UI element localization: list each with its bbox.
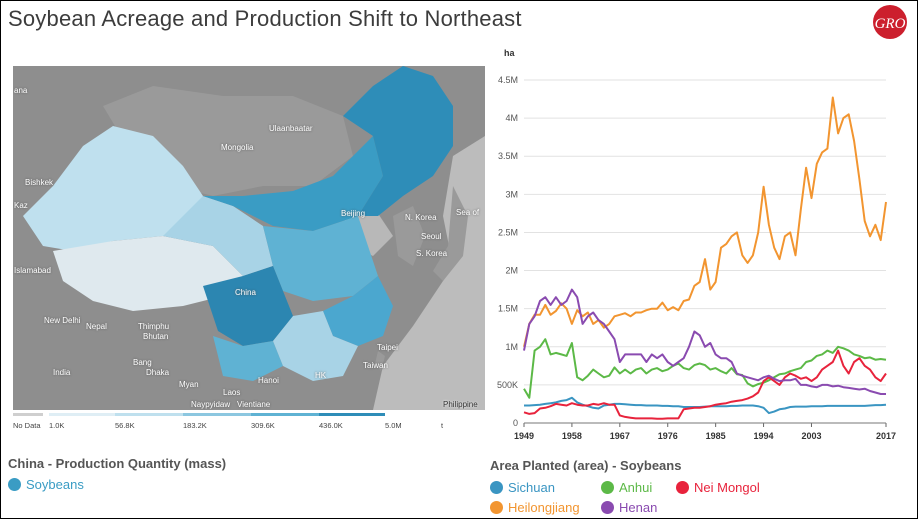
y-axis-unit-label: ha [504,48,515,58]
scale-swatch [183,413,251,416]
scale-tick-label: 56.8K [115,421,135,430]
y-tick-label: 2.5M [498,227,518,237]
map-label: Hanoi [258,376,279,385]
chart-legend-item-nei-mongol[interactable]: Nei Mongol [676,480,760,495]
map-label: India [53,368,71,377]
scale-tick-label: 309.6K [251,421,275,430]
chart-caption: Area Planted (area) - Soybeans [490,458,682,473]
series-line-heilongjiang [523,96,887,348]
y-tick-label: 0 [513,418,518,428]
map-label: Taiwan [363,361,388,370]
y-tick-label: 4M [505,113,518,123]
scale-tick-label: 5.0M [385,421,402,430]
map-label: Naypyidaw [191,400,231,409]
scale-no-data-swatch [13,413,43,416]
x-tick-label: 1967 [610,431,630,441]
y-tick-label: 3M [505,189,518,199]
map-label: S. Korea [416,249,448,258]
map-label: N. Korea [405,213,437,222]
map-label: Seoul [421,232,442,241]
scale-swatch [251,413,319,416]
map-label: Vientiane [237,400,271,409]
map-legend-item-soybeans[interactable]: Soybeans [8,477,84,492]
legend-label: Heilongjiang [508,500,580,515]
y-tick-label: 4.5M [498,75,518,85]
map-label: Islamabad [14,266,51,275]
map-label: Laos [223,388,241,397]
scale-unit-label: t [441,421,444,430]
legend-label: Soybeans [26,477,84,492]
page-title: Soybean Acreage and Production Shift to … [8,6,522,31]
map-label: Mongolia [221,143,254,152]
map-label: Taipei [377,343,398,352]
brand-logo: GRO [873,5,907,39]
legend-dot [601,501,614,514]
y-tick-label: 1M [505,342,518,352]
map-label: Thimphu [138,322,170,331]
map-label: Kaz [14,201,28,210]
legend-label: Sichuan [508,480,555,495]
map-label: ana [14,86,28,95]
map-label: New Delhi [44,316,81,325]
series-line-nei-mongol [523,349,887,420]
map-label: Dhaka [146,368,170,377]
map-label: Nepal [86,322,107,331]
svg-text:GRO: GRO [875,16,906,32]
x-tick-label: 2003 [801,431,821,441]
map-label: Bishkek [25,178,54,187]
x-tick-label: 1949 [514,431,534,441]
chart-legend-item-henan[interactable]: Henan [601,500,657,515]
series-line-anhui [523,338,887,399]
china-choropleth-map[interactable]: Ulaanbaatar Mongolia Bishkek Kaz Beijing… [13,66,485,410]
x-tick-label: 1985 [706,431,726,441]
map-label: Philippine [443,400,478,409]
map-label: Ulaanbaatar [269,124,313,133]
y-tick-label: 500K [497,380,518,390]
scale-tick-label: 1.0K [49,421,65,430]
scale-swatch [49,413,115,416]
series-line-henan [523,288,886,395]
map-label: Bhutan [143,332,169,341]
area-planted-line-chart[interactable]: ha 0 500K 1M 1.5M 2M 2.5M 3M 3.5M 4M 4.5M 1949 1958 1… [490,40,910,450]
y-tick-label: 3.5M [498,151,518,161]
x-tick-label: 2017 [876,431,896,441]
legend-dot [490,481,503,494]
y-tick-label: 2M [505,266,518,276]
legend-dot [490,501,503,514]
legend-dot [8,478,21,491]
scale-no-data-label: No Data [13,421,41,430]
scale-tick-label: 436.0K [319,421,343,430]
chart-legend-item-anhui[interactable]: Anhui [601,480,652,495]
x-tick-label: 1994 [754,431,774,441]
map-label: Beijing [341,209,366,218]
x-tick-label: 1958 [562,431,582,441]
scale-tick-label: 183.2K [183,421,207,430]
legend-dot [676,481,689,494]
legend-label: Henan [619,500,658,515]
map-color-scale: No Data 1.0K 56.8K 183.2K 309.6K 436.0K … [13,413,485,433]
map-label: Bang [133,358,152,367]
y-tick-label: 1.5M [498,304,518,314]
scale-swatch [319,413,385,416]
x-tick-label: 1976 [658,431,678,441]
map-label: HK [315,371,327,380]
legend-dot [601,481,614,494]
scale-swatch [115,413,183,416]
legend-label: Nei Mongol [694,480,760,495]
legend-label: Anhui [619,480,653,495]
map-caption: China - Production Quantity (mass) [8,456,227,471]
chart-legend-item-heilongjiang[interactable]: Heilongjiang [490,500,580,515]
map-label: Sea of [456,208,480,217]
map-label: Myan [179,380,199,389]
chart-legend-item-sichuan[interactable]: Sichuan [490,480,555,495]
map-label: China [235,288,256,297]
